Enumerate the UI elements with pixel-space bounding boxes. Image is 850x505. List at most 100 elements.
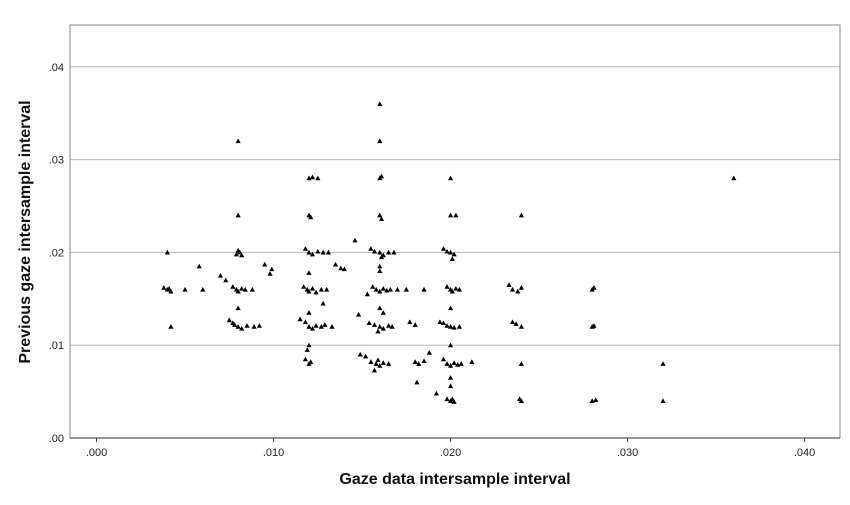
data-point: [196, 263, 202, 269]
y-tick-label: .02: [49, 247, 64, 259]
data-point: [453, 212, 459, 218]
data-point: [412, 322, 418, 327]
data-point: [458, 361, 464, 366]
data-point: [389, 324, 395, 329]
data-point: [377, 101, 383, 106]
data-point: [164, 249, 170, 255]
data-point: [440, 356, 447, 362]
data-point: [660, 398, 666, 403]
data-point: [267, 271, 273, 276]
data-point: [444, 284, 450, 289]
data-point: [302, 246, 309, 251]
data-point: [660, 361, 666, 366]
data-point: [313, 289, 319, 295]
data-point: [262, 261, 268, 267]
y-axis-title: Previous gaze intersample interval: [17, 100, 34, 363]
data-point: [226, 317, 232, 323]
data-point: [447, 249, 454, 255]
data-point: [377, 288, 383, 294]
data-point: [306, 249, 312, 255]
data-point: [239, 252, 245, 258]
data-point: [313, 323, 319, 328]
data-point: [518, 324, 524, 329]
data-point: [469, 359, 475, 364]
data-point: [437, 319, 443, 325]
data-point: [509, 319, 516, 325]
data-point: [324, 286, 330, 292]
data-point: [394, 286, 401, 292]
axis-layer: .00 .01 .02 .03 .04 .000 .010 .020 .030 .040: [49, 62, 840, 459]
grid-layer: [70, 66, 840, 346]
data-point: [182, 286, 188, 292]
data-point: [357, 351, 363, 357]
data-point: [444, 248, 450, 254]
data-point: [315, 248, 321, 254]
data-point: [509, 286, 516, 292]
data-point: [338, 265, 344, 271]
data-point: [235, 212, 241, 218]
data-point: [591, 323, 597, 328]
data-point: [518, 285, 524, 290]
data-point: [325, 249, 332, 255]
data-point: [341, 266, 347, 272]
data-point: [371, 248, 378, 254]
data-point: [416, 361, 422, 366]
data-point: [456, 286, 463, 292]
data-point: [223, 277, 229, 283]
data-point: [308, 359, 314, 364]
data-point: [352, 237, 358, 243]
data-point: [304, 347, 310, 352]
data-point: [233, 251, 239, 257]
data-point: [515, 288, 521, 294]
data-point: [306, 270, 312, 275]
data-point: [380, 285, 386, 291]
data-point: [309, 251, 316, 257]
data-point: [200, 286, 206, 292]
data-point: [377, 268, 383, 274]
data-point: [371, 322, 378, 327]
data-point: [318, 286, 324, 292]
data-point: [451, 399, 457, 404]
data-point: [451, 251, 457, 257]
data-point: [444, 396, 450, 402]
data-point: [302, 356, 309, 362]
data-point: [377, 138, 383, 144]
y-tick-label: .03: [49, 155, 64, 167]
data-point: [426, 350, 432, 355]
data-point: [306, 342, 312, 348]
data-point: [377, 263, 383, 269]
data-point: [355, 311, 362, 317]
y-tick-label: .00: [49, 433, 64, 445]
data-point: [232, 322, 238, 327]
data-point: [239, 325, 245, 331]
data-point: [447, 375, 454, 380]
data-point: [249, 286, 255, 292]
data-point: [380, 325, 386, 331]
data-point: [518, 361, 524, 366]
data-point: [309, 174, 316, 180]
data-point: [386, 323, 392, 328]
data-point: [235, 138, 241, 144]
x-axis-title: Gaze data intersample interval: [339, 471, 570, 488]
data-point: [447, 363, 454, 368]
data-point: [593, 397, 599, 403]
data-point: [168, 324, 174, 329]
data-point: [315, 175, 321, 181]
data-point: [380, 360, 386, 365]
data-point: [518, 212, 524, 218]
data-point: [373, 361, 379, 366]
data-point: [368, 246, 374, 251]
data-point: [447, 175, 454, 181]
x-tick-label: .020: [440, 447, 461, 459]
y-tick-label: .04: [49, 62, 64, 74]
data-point: [235, 288, 241, 294]
data-point: [370, 284, 376, 289]
data-point: [235, 305, 241, 311]
data-point: [306, 324, 312, 329]
data-point: [256, 323, 263, 328]
data-point: [440, 246, 447, 251]
data-point: [421, 286, 427, 292]
data-point: [306, 310, 312, 315]
